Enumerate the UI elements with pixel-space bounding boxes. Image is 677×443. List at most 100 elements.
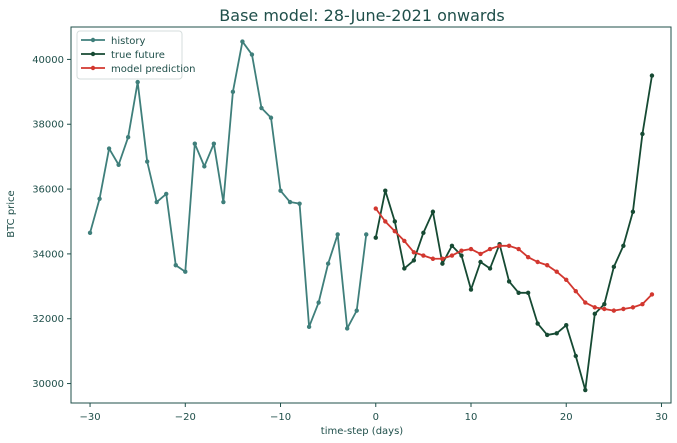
- data-point-true-future: [421, 230, 426, 236]
- data-point-model-prediction: [487, 246, 493, 252]
- data-point-true-future: [640, 131, 645, 137]
- data-point-true-future: [402, 266, 407, 271]
- data-point-model-prediction: [421, 253, 426, 258]
- series-true-future: [373, 73, 655, 393]
- data-point-history: [135, 79, 140, 85]
- legend-model-prediction-label: model prediction: [111, 64, 196, 75]
- data-point-model-prediction: [506, 243, 512, 248]
- data-point-history: [97, 196, 102, 201]
- data-point-model-prediction: [583, 300, 588, 305]
- data-point-model-prediction: [411, 250, 417, 255]
- data-point-history: [268, 115, 274, 120]
- data-point-model-prediction: [449, 253, 455, 258]
- x-tick-label: 30: [655, 412, 668, 423]
- data-point-model-prediction: [544, 263, 550, 268]
- data-point-model-prediction: [497, 243, 502, 248]
- data-point-history: [316, 300, 321, 305]
- data-point-history: [116, 162, 121, 167]
- x-axis-label: time-step (days): [321, 426, 404, 437]
- data-point-history: [240, 39, 245, 44]
- data-point-true-future: [468, 287, 474, 292]
- data-point-model-prediction: [535, 259, 540, 265]
- data-point-model-prediction: [516, 246, 521, 252]
- data-point-true-future: [392, 219, 398, 224]
- data-point-history: [211, 141, 217, 146]
- x-tick-label: 10: [465, 412, 478, 423]
- data-point-history: [278, 188, 283, 193]
- data-point-model-prediction: [602, 306, 607, 312]
- x-axis-ticks: −30 −20 −10 0 10 20 30: [79, 403, 668, 423]
- data-point-model-prediction: [468, 246, 474, 252]
- series-group: [87, 39, 655, 393]
- data-point-history: [344, 326, 350, 331]
- y-tick-label: 38000: [32, 120, 64, 131]
- data-point-history: [287, 199, 293, 205]
- y-tick-label: 34000: [32, 249, 64, 260]
- chart-title: Base model: 28-June-2021 onwards: [219, 6, 504, 25]
- series-line-true-future: [374, 74, 653, 391]
- y-axis-label: BTC price: [6, 190, 17, 237]
- data-point-history: [335, 232, 340, 237]
- y-tick-label: 32000: [32, 314, 64, 325]
- data-point-history: [297, 201, 302, 206]
- series-model-prediction: [373, 206, 655, 313]
- data-point-history: [154, 199, 159, 205]
- data-point-model-prediction: [383, 219, 388, 224]
- data-point-history: [87, 230, 93, 236]
- legend-history-marker: [90, 37, 96, 43]
- x-tick-label: 20: [560, 412, 573, 423]
- data-point-history: [202, 164, 207, 169]
- data-point-true-future: [430, 209, 436, 214]
- data-point-model-prediction: [373, 206, 378, 211]
- y-tick-label: 40000: [32, 55, 64, 66]
- data-point-history: [249, 52, 255, 57]
- data-point-history: [221, 199, 226, 205]
- legend-history-label: history: [111, 36, 145, 47]
- data-point-model-prediction: [592, 305, 598, 310]
- data-point-true-future: [564, 323, 569, 328]
- data-point-history: [192, 141, 198, 146]
- series-history: [87, 39, 369, 331]
- y-tick-label: 36000: [32, 185, 64, 196]
- data-point-true-future: [411, 258, 417, 263]
- legend-model-prediction-marker: [90, 65, 96, 71]
- data-point-history: [183, 269, 188, 274]
- data-point-true-future: [535, 321, 540, 326]
- data-point-true-future: [583, 387, 588, 393]
- data-point-true-future: [573, 353, 578, 359]
- data-point-true-future: [459, 253, 464, 258]
- x-tick-label: −20: [175, 412, 196, 423]
- y-tick-label: 30000: [32, 379, 64, 390]
- data-point-model-prediction: [640, 301, 645, 307]
- y-axis-ticks: 30000 32000 34000 36000 38000 40000: [32, 55, 71, 390]
- data-point-true-future: [516, 290, 521, 295]
- plot-frame: [70, 26, 672, 404]
- data-point-history: [364, 232, 369, 237]
- data-point-model-prediction: [525, 254, 531, 260]
- legend-true-future-marker: [90, 51, 96, 57]
- data-point-history: [173, 263, 178, 268]
- data-point-true-future: [621, 243, 626, 248]
- data-point-true-future: [554, 331, 559, 336]
- data-point-model-prediction: [611, 308, 617, 313]
- data-point-history: [125, 135, 131, 140]
- data-point-history: [106, 146, 112, 151]
- data-point-model-prediction: [430, 256, 436, 261]
- data-point-true-future: [506, 279, 512, 284]
- data-point-history: [144, 159, 150, 164]
- data-point-true-future: [440, 261, 445, 266]
- data-point-model-prediction: [440, 256, 445, 261]
- data-point-true-future: [525, 290, 531, 295]
- data-point-model-prediction: [554, 269, 559, 274]
- data-point-true-future: [649, 73, 655, 78]
- data-point-true-future: [611, 264, 617, 270]
- data-point-model-prediction: [573, 288, 578, 294]
- data-point-history: [325, 261, 331, 266]
- data-point-true-future: [449, 243, 455, 248]
- data-point-history: [230, 89, 236, 95]
- data-point-true-future: [592, 311, 598, 317]
- data-point-model-prediction: [402, 238, 407, 244]
- data-point-true-future: [544, 332, 550, 338]
- data-point-model-prediction: [478, 251, 483, 257]
